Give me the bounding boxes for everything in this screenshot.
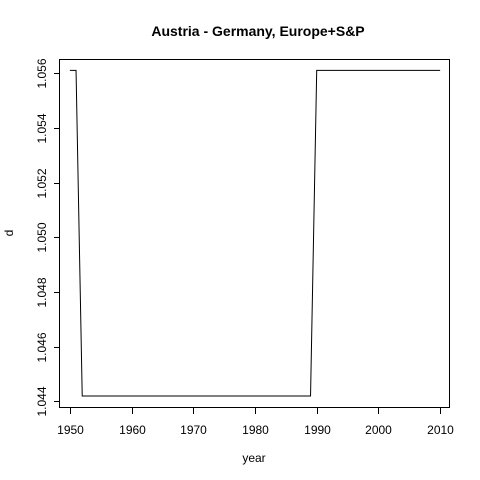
y-tick-label: 1.046 — [35, 332, 49, 362]
series-layer — [69, 69, 441, 397]
y-tick-label: 1.052 — [35, 168, 49, 198]
plot-area — [59, 59, 450, 408]
y-tick-label: 1.050 — [35, 222, 49, 252]
x-tick-label: 2000 — [365, 423, 392, 437]
y-tick-label: 1.054 — [35, 113, 49, 143]
x-tick-label: 1970 — [180, 423, 207, 437]
x-tick-label: 2010 — [427, 423, 454, 437]
y-tick-label: 1.056 — [35, 58, 49, 88]
chart-title: Austria - Germany, Europe+S&P — [151, 23, 364, 39]
x-axis-label: year — [242, 451, 265, 465]
y-axis-label: d — [2, 230, 16, 237]
y-axis: 1.044 1.046 1.048 1.050 1.052 1.054 1.056 — [35, 58, 60, 417]
series-line-0 — [69, 69, 441, 397]
x-tick-label: 1990 — [304, 423, 331, 437]
x-axis: 1950 1960 1970 1980 1990 2000 2010 — [57, 408, 454, 437]
x-tick-label: 1960 — [119, 423, 146, 437]
x-tick-label: 1980 — [242, 423, 269, 437]
y-tick-label: 1.048 — [35, 277, 49, 307]
y-tick-label: 1.044 — [35, 386, 49, 416]
x-tick-label: 1950 — [57, 423, 84, 437]
